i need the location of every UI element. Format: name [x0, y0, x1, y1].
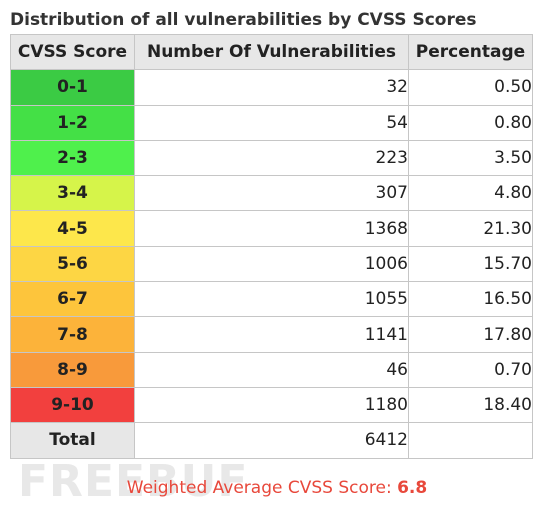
percentage-cell: 16.50 [408, 281, 533, 318]
cvss-range-cell: 1-2 [10, 104, 135, 141]
vulnerability-count-cell: 307 [134, 175, 409, 212]
vulnerability-count-cell: 46 [134, 351, 409, 388]
table-row: 8-9 46 0.70 [10, 351, 533, 388]
vulnerability-count-cell: 1368 [134, 210, 409, 247]
vulnerability-count-cell: 54 [134, 104, 409, 141]
vulnerability-count-cell: 1141 [134, 316, 409, 353]
table-row: 0-1 32 0.50 [10, 69, 533, 106]
vulnerability-count-cell: 1006 [134, 245, 409, 283]
vulnerability-count-cell: 32 [134, 69, 409, 106]
weighted-average-value: 6.8 [397, 478, 428, 498]
cvss-range-cell: 3-4 [10, 175, 135, 212]
cvss-range-cell: 8-9 [10, 351, 135, 388]
header-number-of-vulnerabilities: Number Of Vulnerabilities [134, 33, 409, 71]
percentage-cell: 15.70 [408, 245, 533, 283]
header-row: CVSS Score Number Of Vulnerabilities Per… [10, 33, 533, 71]
table-row: 7-8 1141 17.80 [10, 316, 533, 353]
table-row: 6-7 1055 16.50 [10, 281, 533, 318]
weighted-average-label: Weighted Average CVSS Score: [126, 478, 392, 498]
table-body: 0-1 32 0.50 1-2 54 0.80 2-3 223 3.50 3-4 307 4.80 4-… [10, 69, 533, 424]
cvss-range-cell: 2-3 [10, 139, 135, 177]
vulnerability-count-cell: 1180 [134, 386, 409, 424]
percentage-cell: 0.50 [408, 69, 533, 106]
cvss-range-cell: 9-10 [10, 386, 135, 424]
table-row: 4-5 1368 21.30 [10, 210, 533, 247]
header-cvss-score: CVSS Score [10, 33, 135, 71]
total-percent-empty [408, 422, 533, 459]
cvss-range-cell: 6-7 [10, 281, 135, 318]
percentage-cell: 21.30 [408, 210, 533, 247]
total-row: Total 6412 [10, 422, 533, 459]
weighted-average-score: Weighted Average CVSS Score: 6.8 [0, 478, 554, 498]
percentage-cell: 0.70 [408, 351, 533, 388]
table-title: Distribution of all vulnerabilities by C… [10, 10, 477, 30]
cvss-distribution-table: CVSS Score Number Of Vulnerabilities Per… [10, 33, 533, 459]
percentage-cell: 18.40 [408, 386, 533, 424]
cvss-range-cell: 4-5 [10, 210, 135, 247]
cvss-range-cell: 5-6 [10, 245, 135, 283]
table-row: 2-3 223 3.50 [10, 139, 533, 177]
percentage-cell: 4.80 [408, 175, 533, 212]
table-row: 3-4 307 4.80 [10, 175, 533, 212]
table-row: 9-10 1180 18.40 [10, 386, 533, 424]
table-row: 5-6 1006 15.70 [10, 245, 533, 283]
percentage-cell: 0.80 [408, 104, 533, 141]
table-row: 1-2 54 0.80 [10, 104, 533, 141]
percentage-cell: 17.80 [408, 316, 533, 353]
cvss-range-cell: 0-1 [10, 69, 135, 106]
vulnerability-count-cell: 223 [134, 139, 409, 177]
percentage-cell: 3.50 [408, 139, 533, 177]
total-count: 6412 [134, 422, 409, 459]
cvss-range-cell: 7-8 [10, 316, 135, 353]
vulnerability-count-cell: 1055 [134, 281, 409, 318]
header-percentage: Percentage [408, 33, 533, 71]
total-label: Total [10, 422, 135, 459]
